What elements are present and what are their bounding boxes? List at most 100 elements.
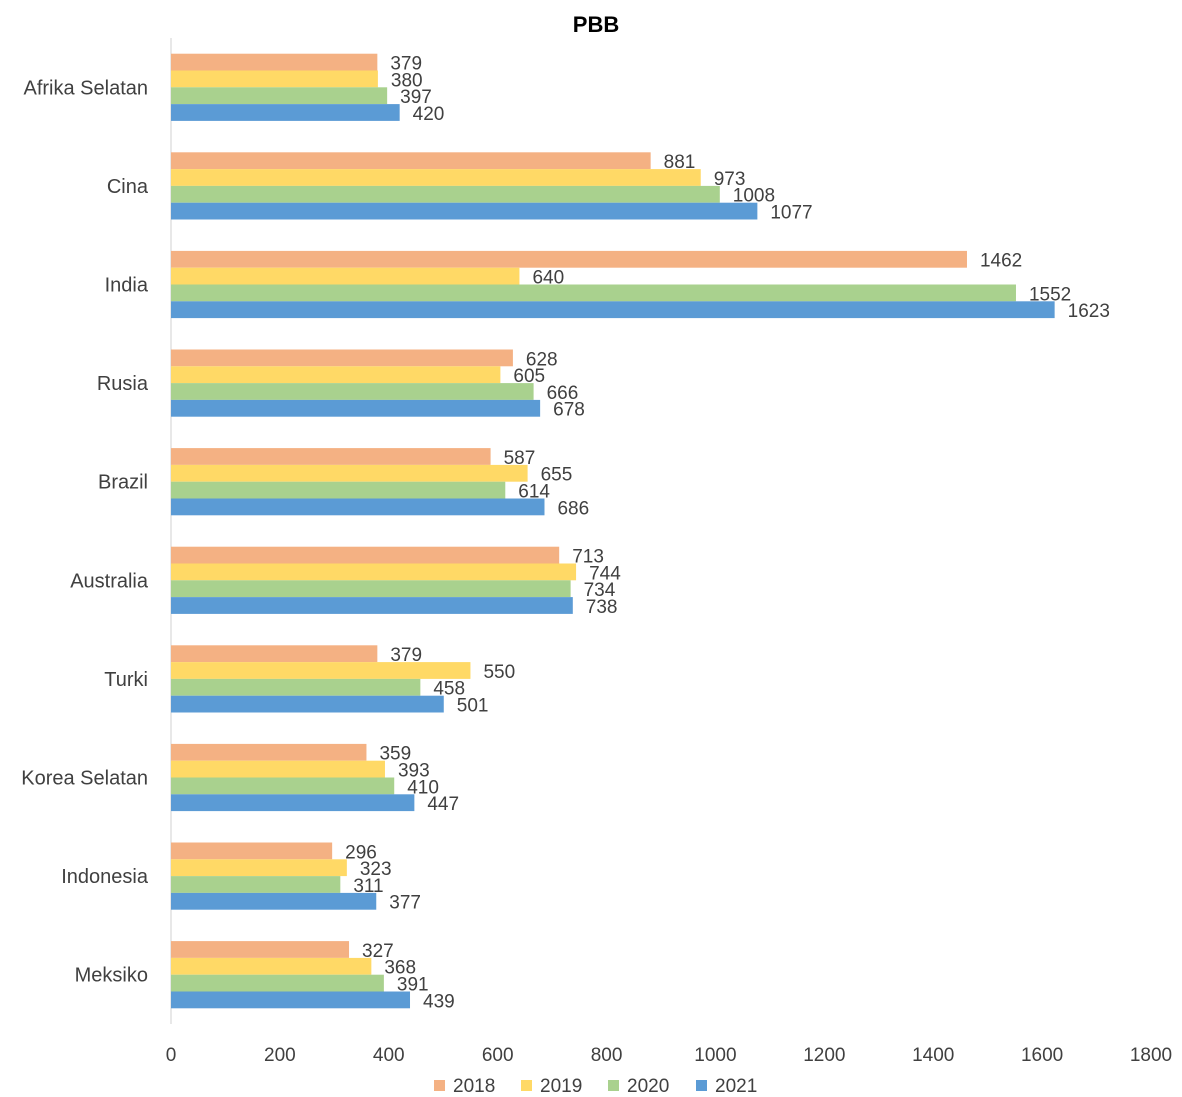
legend-swatch [608, 1080, 619, 1091]
legend-label: 2019 [540, 1076, 582, 1097]
x-tick-label: 400 [373, 1045, 405, 1066]
category-label: Korea Selatan [21, 768, 148, 790]
x-tick-label: 0 [166, 1045, 177, 1066]
bar [171, 991, 411, 1009]
bar [171, 448, 491, 465]
data-label: 410 [407, 777, 439, 798]
bar [171, 597, 573, 614]
bar [171, 53, 378, 71]
x-tick-label: 1200 [803, 1045, 845, 1066]
data-label: 881 [664, 152, 696, 173]
bar [171, 546, 560, 564]
data-label: 640 [532, 268, 564, 289]
legend-swatch [521, 1080, 532, 1091]
legend-swatch [696, 1080, 707, 1091]
bar [171, 464, 528, 482]
data-label: 666 [547, 383, 579, 404]
data-label: 393 [398, 761, 430, 782]
bar [171, 366, 501, 384]
bar [171, 695, 444, 713]
bar [171, 876, 341, 893]
bar [171, 267, 520, 285]
data-label: 678 [553, 400, 585, 421]
bar [171, 498, 545, 516]
category-label: Turki [104, 669, 148, 691]
bar [171, 169, 701, 186]
data-label: 655 [541, 465, 573, 486]
data-label: 368 [384, 958, 416, 979]
data-label: 380 [391, 70, 423, 91]
data-label: 359 [379, 744, 411, 765]
x-tick-label: 200 [264, 1045, 296, 1066]
x-tick-label: 1000 [694, 1045, 736, 1066]
bar [171, 70, 378, 88]
bar [171, 777, 395, 795]
data-label: 447 [427, 794, 459, 815]
category-label: India [105, 275, 149, 297]
bar [171, 794, 415, 812]
data-label: 377 [389, 893, 421, 914]
bar [171, 941, 350, 958]
x-tick-label: 800 [591, 1045, 623, 1066]
bar [171, 202, 758, 220]
data-label: 1623 [1068, 301, 1110, 322]
category-label: Indonesia [61, 866, 149, 888]
bar [171, 152, 651, 170]
bar [171, 678, 421, 696]
data-label: 738 [586, 597, 618, 618]
chart-title: PBB [573, 12, 619, 37]
data-label: 391 [397, 975, 429, 996]
data-label: 379 [390, 645, 422, 666]
data-label: 439 [423, 991, 455, 1012]
bar [171, 349, 513, 367]
bar [171, 892, 377, 910]
x-tick-label: 1600 [1021, 1045, 1063, 1066]
bar [171, 399, 541, 417]
data-label: 327 [362, 941, 394, 962]
data-label: 587 [504, 448, 536, 469]
data-label: 550 [483, 662, 515, 683]
data-label: 713 [572, 547, 604, 568]
bar [171, 580, 571, 598]
bar [171, 87, 388, 105]
bar [171, 104, 400, 121]
bar [171, 760, 385, 778]
data-label: 1077 [770, 203, 812, 224]
bar [171, 957, 372, 975]
legend-label: 2020 [627, 1076, 669, 1097]
data-label: 614 [518, 482, 550, 503]
x-tick-label: 1400 [912, 1045, 954, 1066]
bar [171, 974, 384, 992]
legend-label: 2018 [453, 1076, 495, 1097]
data-label: 744 [589, 563, 621, 584]
legend-label: 2021 [715, 1076, 757, 1097]
data-label: 323 [360, 859, 392, 880]
data-label: 628 [526, 349, 558, 370]
data-labels: 379 881 1462 628 587 713 379 359 296 327 380 973 640… [345, 54, 1110, 1013]
category-label: Australia [70, 570, 149, 592]
legend: 2018 2019 2020 2021 [434, 1076, 757, 1097]
x-tick-label: 600 [482, 1045, 514, 1066]
data-label: 605 [513, 366, 545, 387]
data-label: 458 [433, 679, 465, 700]
bar [171, 859, 347, 877]
bar [171, 284, 1016, 302]
bar [171, 383, 534, 400]
data-label: 1008 [733, 186, 775, 207]
data-label: 1462 [980, 251, 1022, 272]
bar [171, 563, 577, 581]
category-label: Meksiko [75, 965, 148, 987]
data-label: 973 [714, 169, 746, 190]
data-label: 397 [400, 87, 432, 108]
data-label: 1552 [1029, 284, 1071, 305]
category-label: Brazil [98, 472, 148, 494]
data-label: 379 [390, 54, 422, 75]
bar [171, 301, 1055, 319]
category-label: Rusia [97, 373, 149, 395]
bar [171, 481, 506, 499]
x-tick-label: 1800 [1130, 1045, 1172, 1066]
data-label: 501 [457, 696, 489, 717]
bar [171, 842, 333, 860]
data-label: 296 [345, 842, 377, 863]
